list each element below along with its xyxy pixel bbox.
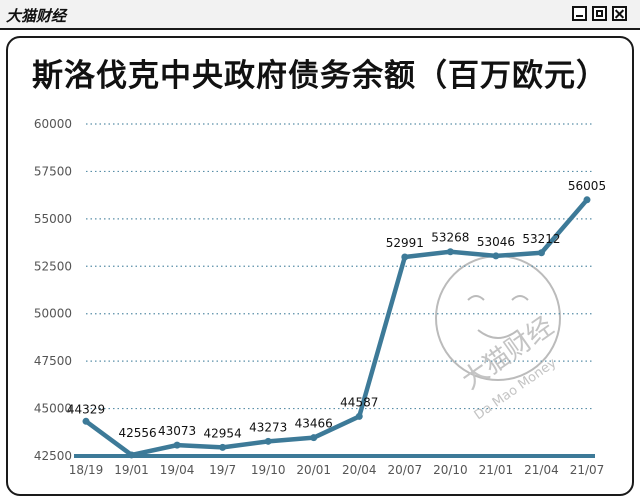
data-label: 52991	[386, 236, 424, 250]
y-tick-label: 50000	[34, 307, 72, 321]
series-line	[84, 198, 589, 458]
data-label: 43273	[249, 420, 287, 434]
y-tick-label: 55000	[34, 212, 72, 226]
data-point	[310, 434, 318, 442]
data-point	[537, 249, 545, 257]
x-tick-label: 19/04	[160, 463, 195, 477]
data-point	[264, 437, 272, 445]
app-title: 大猫财经	[6, 7, 67, 25]
data-point	[446, 248, 454, 256]
x-tick-label: 20/07	[388, 463, 423, 477]
x-tick-label: 20/04	[342, 463, 377, 477]
x-tick-label: 19/10	[251, 463, 286, 477]
x-tick-label: 19/7	[209, 463, 236, 477]
minimize-button[interactable]	[572, 6, 587, 21]
data-label: 56005	[568, 179, 606, 193]
x-tick-label: 18/19	[69, 463, 104, 477]
x-tick-label: 21/04	[524, 463, 559, 477]
data-label: 42556	[118, 426, 156, 440]
watermark-text-cn: 大猫财经	[457, 311, 559, 395]
y-tick-label: 47500	[34, 354, 72, 368]
data-point	[355, 412, 363, 420]
y-tick-label: 60000	[34, 117, 72, 131]
x-tick-label: 20/01	[296, 463, 331, 477]
data-point	[583, 196, 591, 204]
data-point	[173, 441, 181, 449]
x-tick-label: 20/10	[433, 463, 468, 477]
data-point	[128, 451, 136, 459]
x-tick-label: 21/01	[479, 463, 514, 477]
x-tick-label: 21/07	[570, 463, 605, 477]
data-point	[401, 253, 409, 261]
data-label: 44587	[340, 395, 378, 409]
y-tick-label: 45000	[34, 402, 72, 416]
data-label: 53268	[431, 231, 469, 245]
y-tick-label: 57500	[34, 164, 72, 178]
data-point	[219, 443, 227, 451]
data-point	[82, 417, 90, 425]
y-tick-label: 52500	[34, 259, 72, 273]
data-label: 42954	[204, 426, 242, 440]
watermark-logo-face	[467, 295, 529, 339]
data-label: 43073	[158, 424, 196, 438]
maximize-button[interactable]	[592, 6, 607, 21]
y-tick-label: 42500	[34, 449, 72, 463]
chart-title: 斯洛伐克中央政府债务余额（百万欧元）	[32, 58, 608, 94]
data-label: 44329	[67, 402, 105, 416]
data-label: 53212	[522, 232, 560, 246]
x-tick-label: 19/01	[114, 463, 149, 477]
data-point	[492, 252, 500, 260]
data-label: 53046	[477, 235, 515, 249]
title-bar: 大猫财经	[0, 0, 640, 30]
close-button[interactable]	[612, 6, 627, 21]
data-label: 43466	[295, 417, 333, 431]
